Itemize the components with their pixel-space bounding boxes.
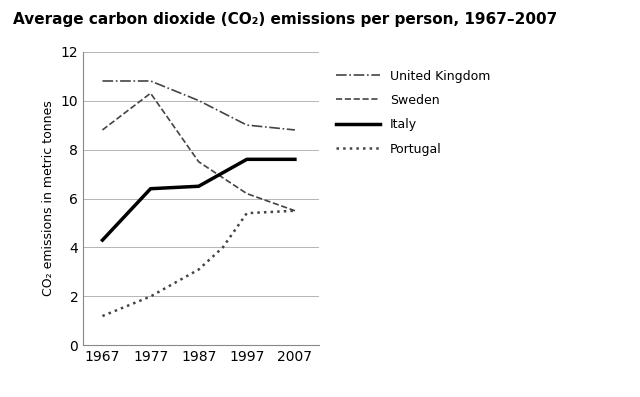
Sweden [291, 208, 299, 213]
Text: Average carbon dioxide (CO₂) emissions per person, 1967–2007: Average carbon dioxide (CO₂) emissions p… [13, 12, 557, 27]
Sweden [147, 91, 154, 96]
United Kingdom [243, 123, 251, 127]
Portugal [219, 245, 227, 250]
Y-axis label: CO₂ emissions in metric tonnes: CO₂ emissions in metric tonnes [42, 100, 55, 297]
Italy [291, 157, 299, 162]
Portugal [291, 208, 299, 213]
Portugal [243, 211, 251, 216]
Portugal [195, 267, 202, 272]
Italy [195, 184, 202, 189]
United Kingdom [99, 79, 106, 83]
Line: Italy: Italy [102, 159, 295, 240]
Italy [243, 157, 251, 162]
Italy [147, 186, 154, 191]
Line: Portugal: Portugal [102, 211, 295, 316]
United Kingdom [147, 79, 154, 83]
Sweden [99, 127, 106, 132]
Legend: United Kingdom, Sweden, Italy, Portugal: United Kingdom, Sweden, Italy, Portugal [330, 64, 497, 162]
Portugal [147, 294, 154, 299]
United Kingdom [195, 98, 202, 103]
Portugal [99, 314, 106, 318]
United Kingdom [291, 127, 299, 132]
Sweden [195, 160, 202, 164]
Italy [99, 238, 106, 243]
Line: Sweden: Sweden [102, 93, 295, 211]
Sweden [243, 191, 251, 196]
Line: United Kingdom: United Kingdom [102, 81, 295, 130]
